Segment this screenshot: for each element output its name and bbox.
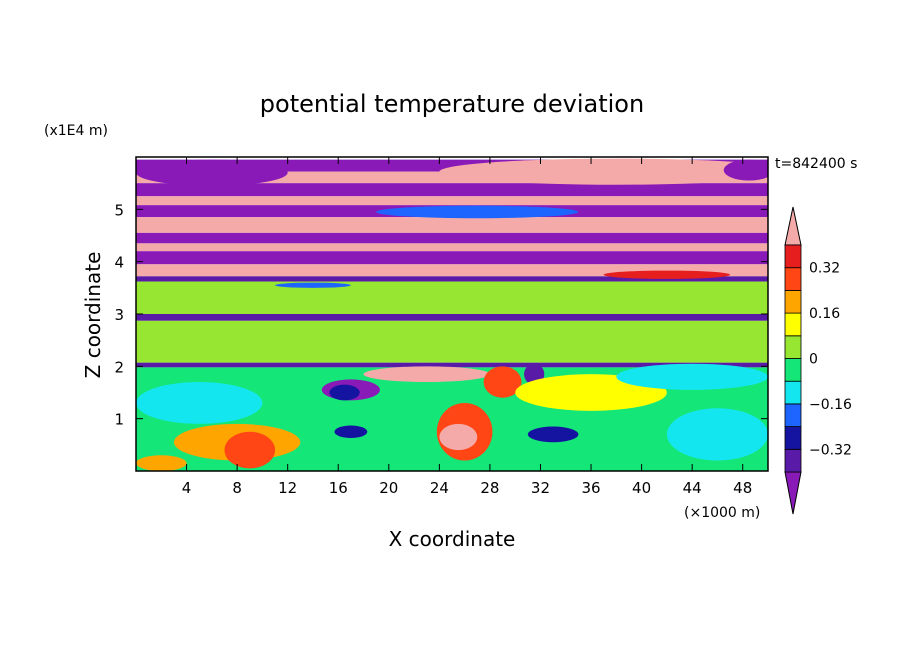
contour-band-3 (136, 196, 768, 206)
colorbar-box-8 (784, 267, 802, 291)
contour-blob-11 (483, 366, 522, 398)
colorbar-box-3 (784, 380, 802, 405)
contour-band-11 (136, 281, 768, 314)
x-axis-label: X coordinate (389, 527, 516, 551)
y-tick-label-5: 5 (114, 201, 124, 219)
colorbar-min-arrow (784, 471, 802, 515)
colorbar-box-7 (784, 289, 802, 314)
x-tick-label-28: 28 (480, 479, 499, 497)
contour-blob-20 (616, 363, 768, 390)
time-label: t=842400 s (775, 156, 857, 172)
x-tick-label-48: 48 (733, 479, 752, 497)
contour-blob-1 (439, 158, 768, 185)
colorbar-max-arrow (784, 206, 802, 246)
contour-blob-6 (363, 366, 490, 383)
x-tick-label-4: 4 (182, 479, 192, 497)
contour-blob-8 (329, 384, 360, 401)
contour-blob-14 (224, 431, 276, 469)
contour-band-13 (136, 320, 768, 363)
colorbar-label-0: 0.32 (809, 261, 840, 277)
x-tick-label-40: 40 (632, 479, 651, 497)
contour-band-14 (136, 362, 768, 368)
contour-band-12 (136, 314, 768, 321)
colorbar-box-0 (784, 448, 802, 473)
x-tick-label-16: 16 (329, 479, 348, 497)
contour-band-7 (136, 243, 768, 252)
y-tick-label-4: 4 (114, 254, 124, 272)
colorbar-box-2 (784, 403, 802, 427)
colorbar-box-5 (784, 335, 802, 359)
y-axis: 1 2 3 4 5 (114, 201, 768, 429)
contour-band-5 (136, 217, 768, 233)
x-unit-label: (×1000 m) (684, 505, 760, 521)
chart-title: potential temperature deviation (260, 90, 644, 118)
contour-blob-0 (136, 159, 288, 186)
contour-blob-10 (439, 423, 478, 451)
contour-band-8 (136, 251, 768, 265)
contour-blob-15 (136, 382, 263, 424)
y-tick-label-1: 1 (114, 411, 124, 429)
colorbar: 0.32 0.16 0 −0.16 −0.32 (784, 206, 852, 515)
x-tick-label-36: 36 (581, 479, 600, 497)
contour-blob-4 (603, 270, 731, 279)
contour-band-2 (136, 183, 768, 197)
x-tick-label-44: 44 (683, 479, 702, 497)
colorbar-label-3: −0.16 (809, 397, 852, 413)
colorbar-box-1 (784, 426, 802, 450)
x-tick-label-8: 8 (232, 479, 242, 497)
y-axis-label: Z coordinate (81, 252, 105, 379)
x-tick-label-24: 24 (430, 479, 449, 497)
colorbar-box-4 (784, 358, 802, 382)
contour-blob-17 (527, 426, 579, 443)
colorbar-label-4: −0.32 (809, 442, 852, 458)
contour-band-10 (136, 276, 768, 282)
x-tick-label-20: 20 (379, 479, 398, 497)
contour-blob-2 (723, 159, 768, 181)
colorbar-box-9 (784, 244, 802, 269)
contour-blob-16 (334, 425, 368, 439)
y-tick-label-2: 2 (114, 358, 124, 376)
y-tick-label-3: 3 (114, 306, 124, 324)
x-axis: 4 8 12 16 20 24 28 32 36 40 44 48 (182, 157, 752, 497)
x-tick-label-12: 12 (278, 479, 297, 497)
x-tick-label-32: 32 (531, 479, 550, 497)
colorbar-box-6 (784, 312, 802, 337)
colorbar-label-1: 0.16 (809, 306, 840, 322)
contour-field (136, 158, 768, 471)
y-unit-label: (x1E4 m) (44, 123, 108, 139)
contour-blob-18 (666, 408, 768, 461)
contour-band-1 (136, 171, 768, 184)
contour-blob-21 (136, 455, 187, 471)
contour-blob-5 (275, 282, 351, 288)
colorbar-label-2: 0 (809, 352, 818, 368)
contour-band-6 (136, 232, 768, 244)
contour-blob-3 (376, 205, 579, 219)
